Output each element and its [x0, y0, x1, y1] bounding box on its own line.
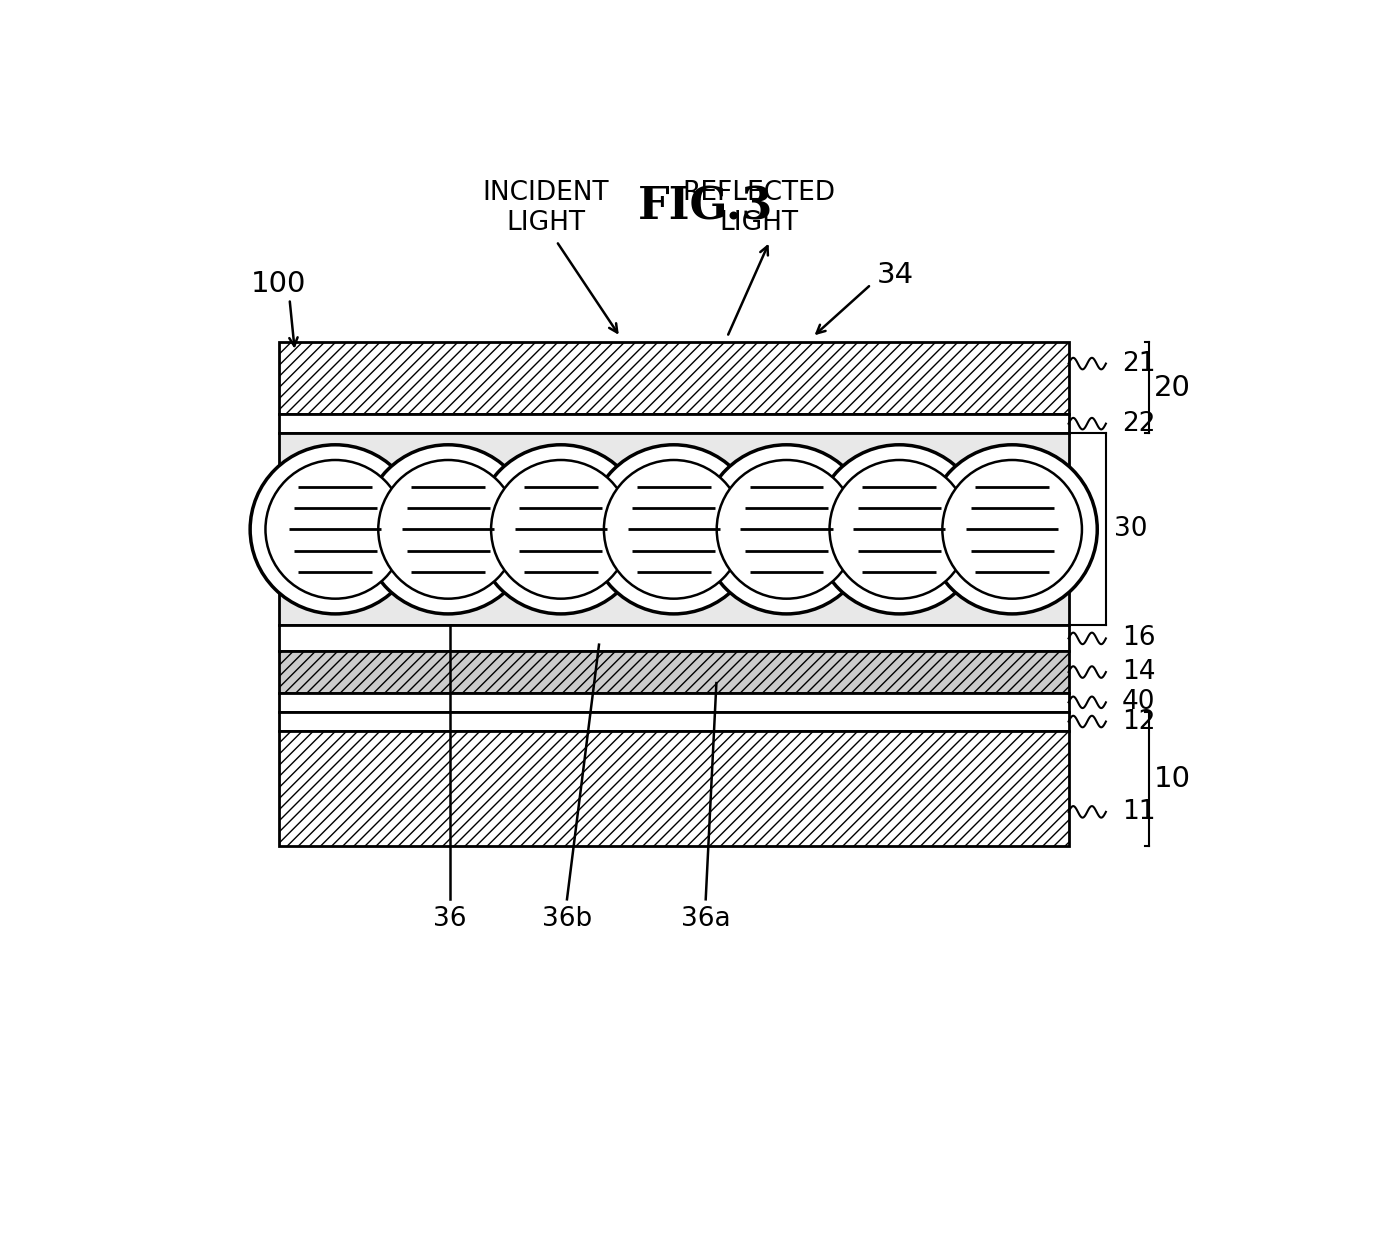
Circle shape	[266, 461, 405, 599]
Text: 16: 16	[1122, 625, 1155, 651]
Circle shape	[605, 461, 744, 599]
Circle shape	[829, 461, 969, 599]
Circle shape	[701, 444, 872, 614]
Circle shape	[588, 444, 759, 614]
Bar	[278, 433, 1069, 625]
Circle shape	[814, 444, 985, 614]
Circle shape	[942, 461, 1082, 599]
Bar	[278, 693, 1069, 711]
Bar	[278, 625, 1069, 651]
Bar	[278, 414, 1069, 433]
Text: 40: 40	[1122, 689, 1155, 715]
Bar	[278, 711, 1069, 731]
Text: FIG.3: FIG.3	[638, 186, 774, 228]
Text: 34: 34	[877, 261, 913, 288]
Text: 36b: 36b	[543, 906, 592, 931]
Text: 20: 20	[1154, 373, 1191, 402]
Text: 30: 30	[1114, 517, 1148, 543]
Text: 21: 21	[1122, 351, 1155, 377]
Text: INCIDENT
LIGHT: INCIDENT LIGHT	[482, 180, 609, 236]
Bar	[278, 342, 1069, 414]
Bar	[278, 651, 1069, 693]
Text: 36: 36	[432, 906, 467, 931]
Text: 100: 100	[251, 271, 307, 298]
Circle shape	[492, 461, 631, 599]
Text: 12: 12	[1122, 709, 1155, 735]
Circle shape	[927, 444, 1097, 614]
Text: 36a: 36a	[680, 906, 731, 931]
Text: 14: 14	[1122, 659, 1155, 685]
Circle shape	[251, 444, 420, 614]
Text: 10: 10	[1154, 765, 1191, 794]
Text: 11: 11	[1122, 799, 1155, 825]
Text: REFLECTED
LIGHT: REFLECTED LIGHT	[683, 180, 836, 236]
Circle shape	[364, 444, 533, 614]
Circle shape	[379, 461, 518, 599]
Bar	[278, 731, 1069, 846]
Circle shape	[476, 444, 646, 614]
Circle shape	[716, 461, 856, 599]
Text: 22: 22	[1122, 411, 1155, 437]
